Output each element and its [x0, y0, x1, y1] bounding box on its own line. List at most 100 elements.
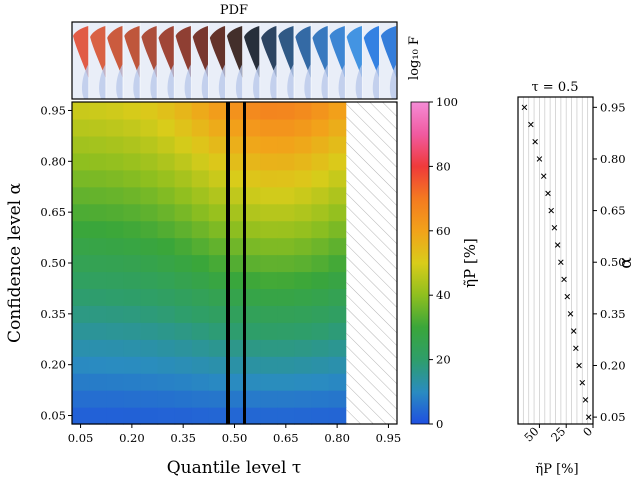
- heatmap-cell: [140, 102, 159, 120]
- heatmap-cell: [225, 271, 244, 290]
- pdf-panel: PDF log₁₀ F: [71, 3, 422, 100]
- pdf-strip-density: [363, 26, 380, 78]
- pdf-strip-density: [158, 26, 174, 78]
- heatmap-cell: [208, 152, 227, 171]
- pdf-strip: [208, 22, 227, 99]
- pdf-title: PDF: [220, 3, 248, 18]
- heatmap-cell: [311, 322, 330, 340]
- heatmap-cell: [294, 356, 313, 374]
- heatmap-cell: [260, 288, 278, 306]
- heatmap-cell: [123, 186, 142, 205]
- heatmap-cell: [72, 288, 90, 306]
- heatmap-cell: [123, 407, 142, 425]
- pdf-strip: [174, 22, 193, 99]
- heatmap-cell: [243, 373, 261, 391]
- heatmap-cell: [174, 152, 193, 171]
- heatmap-cell: [260, 356, 278, 374]
- heatmap-cell: [277, 271, 295, 290]
- heatmap-y-tick-label: 0.20: [40, 358, 66, 372]
- heatmap-cell: [277, 322, 295, 340]
- scatter-point: [528, 121, 534, 128]
- heatmap-cell: [277, 203, 295, 222]
- heatmap-cell: [157, 118, 176, 137]
- colorbar-tick-label: 100: [436, 95, 458, 109]
- heatmap-cell: [157, 186, 176, 205]
- heatmap-cell: [174, 169, 193, 188]
- scatter-point-stroke: [551, 225, 558, 231]
- heatmap-cell: [123, 254, 142, 273]
- heatmap-cell: [225, 135, 244, 154]
- heatmap-cell: [191, 118, 210, 137]
- heatmap-cell: [123, 271, 142, 290]
- scatter-frame: [517, 96, 594, 425]
- pdf-strip: [89, 22, 107, 99]
- pdf-strip-density: [244, 26, 260, 78]
- heatmap-cell: [208, 220, 227, 239]
- pdf-strip-density: [90, 26, 106, 78]
- heatmap-cell: [123, 118, 142, 137]
- scatter-x-label: η̃P [%]: [535, 462, 578, 477]
- scatter-point-stroke: [536, 156, 543, 162]
- heatmap-cell: [106, 407, 124, 425]
- scatter-x-tick-label: 25: [548, 424, 568, 444]
- heatmap-cell: [260, 135, 278, 154]
- heatmap-cell: [191, 203, 210, 222]
- colorbar-tick-label: 0: [436, 417, 443, 431]
- heatmap-cell: [157, 254, 176, 273]
- heatmap-cell: [157, 152, 176, 171]
- colorbar-tick-label: 40: [436, 288, 451, 302]
- heatmap-cell: [89, 237, 107, 256]
- colorbar-gradient: [410, 101, 430, 425]
- heatmap-x-tick-label: 0.20: [119, 431, 145, 445]
- heatmap-cell: [157, 339, 176, 357]
- heatmap-cell: [260, 203, 278, 222]
- heatmap-cell: [243, 152, 261, 171]
- heatmap-cell: [123, 339, 142, 357]
- heatmap-x-tick-label: 0.95: [376, 431, 402, 445]
- highlight-column-right: [243, 102, 246, 424]
- pdf-strip: [123, 22, 141, 99]
- heatmap-cell: [123, 220, 142, 239]
- heatmap-cell: [106, 254, 124, 273]
- heatmap-cell: [225, 118, 244, 137]
- heatmap-cell: [243, 390, 261, 408]
- heatmap-cell: [191, 339, 210, 357]
- heatmap-cell: [294, 254, 313, 273]
- scatter-point-stroke: [573, 345, 579, 352]
- heatmap-cell: [294, 322, 313, 340]
- heatmap-cell: [191, 220, 210, 239]
- heatmap-cell: [225, 373, 244, 391]
- heatmap-cell: [191, 152, 210, 171]
- heatmap-cell: [106, 186, 124, 205]
- scatter-grid: [522, 97, 589, 424]
- heatmap-cell: [89, 135, 107, 154]
- pdf-strip: [311, 22, 329, 99]
- heatmap-cell: [328, 220, 347, 239]
- heatmap-cell: [208, 237, 227, 256]
- heatmap-cell: [208, 407, 227, 425]
- heatmap-cell: [328, 237, 347, 256]
- pdf-strip-tail: [167, 64, 174, 99]
- heatmap-cell: [72, 102, 90, 120]
- scatter-y-ticks: 0.05 0.20 0.35 0.50 0.65 0.80 0.95: [593, 100, 626, 424]
- heatmap-cell: [140, 237, 159, 256]
- scatter-point-stroke: [570, 328, 577, 334]
- heatmap-cell: [72, 356, 90, 374]
- heatmap-cell: [89, 118, 107, 137]
- heatmap-cell: [260, 407, 278, 425]
- heatmap-cell: [174, 135, 193, 154]
- heatmap-cell: [140, 254, 159, 273]
- heatmap-cell: [174, 186, 193, 205]
- heatmap-cell: [106, 322, 124, 340]
- heatmap-cell: [328, 407, 347, 425]
- heatmap-cell: [311, 237, 330, 256]
- heatmap-cell: [174, 305, 193, 323]
- heatmap-cell: [225, 288, 244, 306]
- scatter-y-tick-label: 0.05: [600, 410, 626, 424]
- heatmap-cell: [191, 237, 210, 256]
- heatmap-cell: [72, 152, 90, 171]
- pdf-strip-density: [107, 26, 123, 78]
- heatmap-cell: [328, 186, 347, 205]
- heatmap-cell: [191, 288, 210, 306]
- heatmap-cell: [225, 220, 244, 239]
